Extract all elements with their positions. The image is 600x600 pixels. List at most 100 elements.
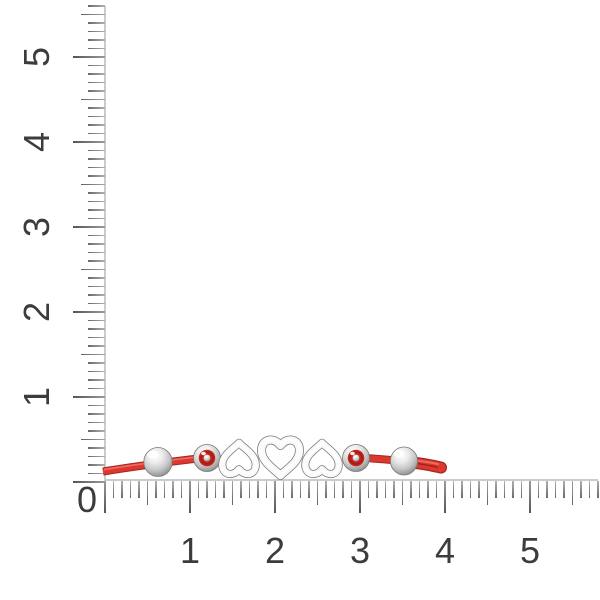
ruler-tick xyxy=(88,336,105,339)
ruler-tick xyxy=(206,481,208,498)
heart-charm-center xyxy=(262,440,300,476)
vertical-ruler-baseline xyxy=(104,6,106,483)
ruler-tick xyxy=(155,481,157,498)
ruler-tick xyxy=(410,481,412,498)
ruler-tick xyxy=(571,481,574,505)
ruler-tick xyxy=(461,481,463,498)
ruler-tick xyxy=(588,481,591,498)
ruler-tick xyxy=(274,481,276,513)
ruler-tick xyxy=(350,481,353,498)
ruler-tick xyxy=(240,481,242,498)
ruler-tick xyxy=(342,481,344,498)
ruler-tick xyxy=(88,447,105,449)
ruler-tick xyxy=(88,260,105,262)
ruler-tick xyxy=(88,234,105,237)
ruler-tick xyxy=(88,387,105,390)
ruler-tick xyxy=(520,481,523,498)
ruler-tick xyxy=(503,481,506,498)
ruler-tick xyxy=(469,481,472,498)
ruler-tick xyxy=(88,200,105,203)
heart-charm-right xyxy=(305,443,338,474)
ruler-tick xyxy=(88,277,105,279)
horizontal-ruler-baseline xyxy=(104,479,598,481)
ruler-tick xyxy=(197,481,200,498)
silver-bead-left xyxy=(143,447,173,477)
ruler-tick xyxy=(129,481,132,498)
ruler-tick xyxy=(88,243,105,245)
ruler-tick xyxy=(88,421,105,424)
h-ruler-label-2: 2 xyxy=(264,530,286,571)
ruler-tick xyxy=(257,481,259,498)
ruler-tick xyxy=(359,481,361,513)
ruler-tick xyxy=(112,481,115,498)
silver-bead-right xyxy=(389,446,418,476)
ruler-tick xyxy=(73,481,105,483)
ruler-tick xyxy=(81,13,105,16)
ruler-tick xyxy=(88,115,105,118)
ruler-tick xyxy=(81,183,105,186)
ruler-tick xyxy=(308,481,310,498)
silver-eyelet-right xyxy=(342,444,370,472)
ruler-tick xyxy=(180,481,183,498)
ruler-tick xyxy=(88,319,105,322)
ruler-tick xyxy=(486,481,489,505)
ruler-tick xyxy=(512,481,514,498)
ruler-tick xyxy=(88,47,105,50)
ruler-tick xyxy=(597,481,599,498)
ruler-origin-label: 0 xyxy=(76,479,98,520)
ruler-tick xyxy=(88,464,105,466)
ruler-tick xyxy=(325,481,327,498)
ruler-tick xyxy=(495,481,497,498)
ruler-tick xyxy=(282,481,285,498)
ruler-tick xyxy=(73,141,105,143)
ruler-tick xyxy=(393,481,395,498)
ruler-tick xyxy=(88,192,105,194)
ruler-tick xyxy=(73,56,105,58)
ruler-tick xyxy=(73,396,105,398)
ruler-tick xyxy=(418,481,421,498)
ruler-tick xyxy=(333,481,336,498)
ruler-tick xyxy=(88,217,105,220)
ruler-tick xyxy=(316,481,319,505)
h-ruler-label-3: 3 xyxy=(349,530,371,571)
ruler-tick xyxy=(444,481,446,513)
ruler-tick xyxy=(537,481,540,498)
ruler-tick xyxy=(88,472,105,475)
ruler-tick xyxy=(88,107,105,109)
ruler-tick xyxy=(88,302,105,305)
ruler-tick xyxy=(88,5,105,7)
ruler-tick xyxy=(88,22,105,24)
ruler-tick xyxy=(367,481,370,498)
ruler-tick xyxy=(88,64,105,67)
silver-eyelet-left xyxy=(193,444,221,472)
ruler-tick xyxy=(248,481,251,498)
ruler-tick xyxy=(73,226,105,228)
ruler-tick xyxy=(88,175,105,177)
ruler-tick xyxy=(81,353,105,356)
ruler-tick xyxy=(401,481,404,505)
ruler-tick xyxy=(81,438,105,441)
ruler-tick xyxy=(146,481,149,505)
ruler-tick xyxy=(88,132,105,135)
ruler-tick xyxy=(138,481,140,498)
ruler-tick xyxy=(88,404,105,407)
ruler-tick xyxy=(223,481,225,498)
ruler-tick xyxy=(163,481,166,498)
ruler-tick xyxy=(88,149,105,152)
h-ruler-label-5: 5 xyxy=(519,530,541,571)
ruler-tick xyxy=(554,481,557,498)
ruler-tick xyxy=(563,481,565,498)
ruler-tick xyxy=(189,481,191,513)
ruler-tick xyxy=(88,430,105,432)
ruler-tick xyxy=(452,481,455,498)
ruler-tick xyxy=(88,39,105,41)
ruler-tick xyxy=(88,73,105,75)
ruler-tick xyxy=(88,413,105,415)
ruler-tick xyxy=(265,481,268,498)
ruler-tick xyxy=(88,294,105,296)
ruler-tick xyxy=(478,481,480,498)
ruler-tick xyxy=(88,370,105,373)
ruler-tick xyxy=(88,81,105,84)
ruler-tick xyxy=(546,481,548,498)
